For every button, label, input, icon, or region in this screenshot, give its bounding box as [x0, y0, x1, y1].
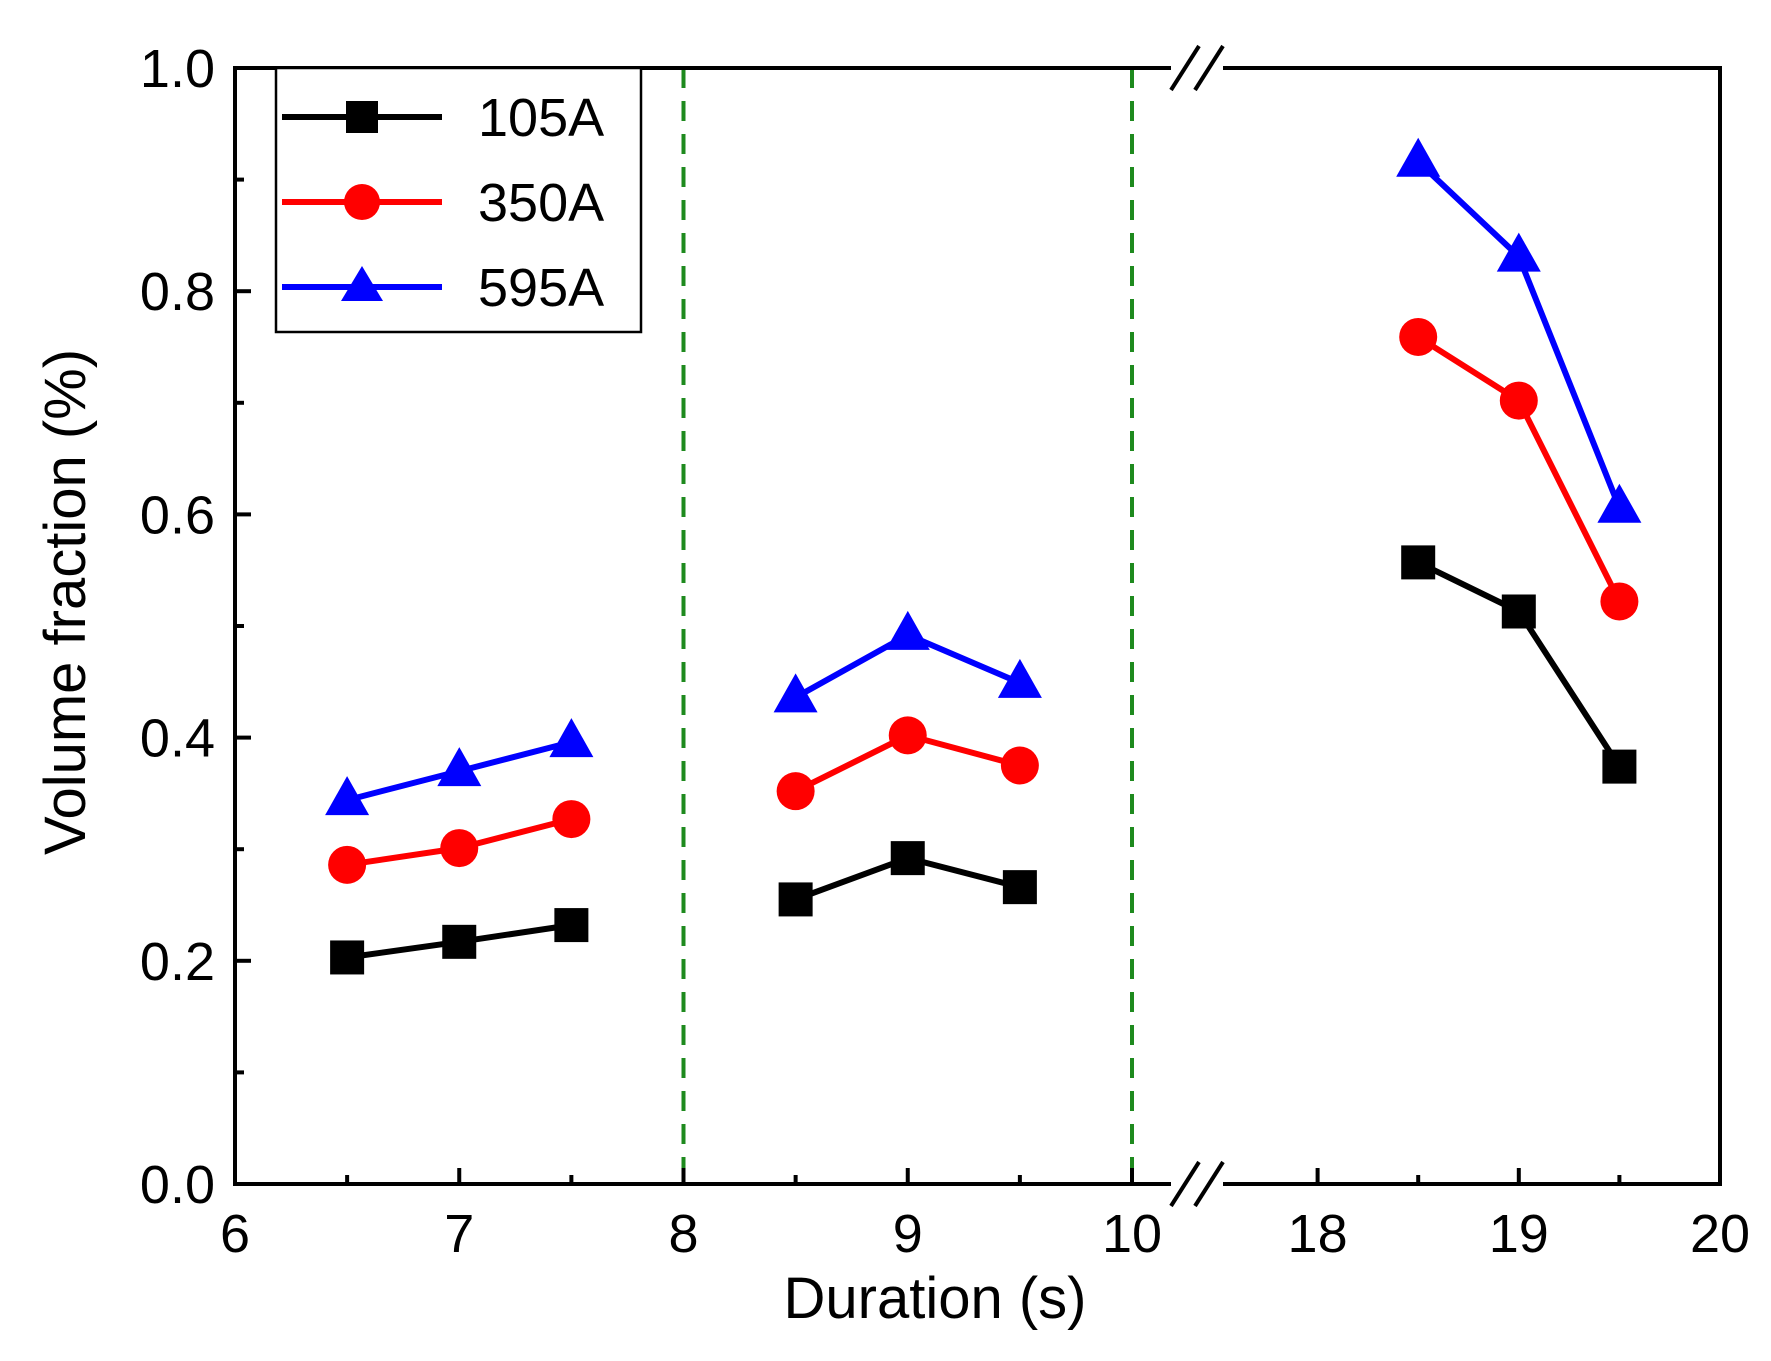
y-axis-title: Volume fraction (%)	[33, 349, 98, 855]
legend-marker-350A	[344, 184, 380, 220]
axis-break-mark-0-1	[1193, 44, 1225, 92]
y-tick-label-0.4: 0.4	[140, 709, 215, 769]
legend-marker-595A	[341, 266, 383, 301]
axis-break-mark-1-0	[1169, 1160, 1201, 1208]
y-tick-label-0.0: 0.0	[140, 1155, 215, 1215]
axis-break-mark-0-0	[1169, 44, 1201, 92]
series-line-105A-2	[1416, 559, 1622, 769]
point-105A-19	[1501, 594, 1536, 629]
x-tick-label-9: 9	[893, 1204, 923, 1264]
legend-entry-105A: 105A	[282, 88, 604, 148]
series-line-350A-2	[1416, 334, 1623, 603]
point-105A-7.5	[554, 908, 589, 943]
point-595A-19.5	[1597, 483, 1642, 523]
point-350A-8.5	[776, 772, 815, 811]
x-tick-label-18: 18	[1288, 1204, 1348, 1264]
series-line-595A-2	[1416, 159, 1623, 509]
legend-entry-350A: 350A	[282, 173, 604, 233]
series-350A	[328, 317, 1639, 884]
point-595A-9	[885, 610, 930, 650]
point-350A-6.5	[328, 845, 367, 884]
point-595A-19	[1496, 232, 1541, 272]
y-tick-label-0.8: 0.8	[140, 262, 215, 322]
point-595A-8.5	[773, 673, 818, 713]
legend-label-105A: 105A	[478, 88, 604, 148]
y-tick-label-0.2: 0.2	[140, 932, 215, 992]
series-595A	[325, 137, 1642, 816]
x-tick-label-10: 10	[1102, 1204, 1162, 1264]
axis-break	[1169, 44, 1225, 1208]
y-tick-label-0.6: 0.6	[140, 485, 215, 545]
x-tick-label-7: 7	[444, 1204, 474, 1264]
point-595A-7	[437, 747, 482, 787]
point-105A-8.5	[778, 882, 813, 917]
point-105A-19.5	[1602, 749, 1637, 784]
series-105A	[330, 545, 1637, 975]
point-105A-6.5	[330, 940, 365, 975]
point-350A-7	[440, 829, 479, 868]
x-axis-title: Duration (s)	[784, 1266, 1087, 1331]
x-tick-label-8: 8	[668, 1204, 698, 1264]
point-350A-18.5	[1399, 317, 1438, 356]
reference-lines	[681, 68, 1134, 1184]
legend-marker-105A	[346, 101, 378, 133]
point-105A-18.5	[1401, 545, 1436, 580]
y-tick-label-1.0: 1.0	[140, 39, 215, 99]
legend-entry-595A: 595A	[282, 258, 604, 318]
point-105A-7	[442, 924, 477, 959]
point-105A-9	[890, 841, 925, 876]
point-350A-19	[1499, 381, 1538, 420]
x-tick-label-6: 6	[220, 1204, 250, 1264]
legend-label-595A: 595A	[478, 258, 604, 318]
point-105A-9.5	[1002, 870, 1037, 905]
point-350A-7.5	[552, 800, 591, 839]
x-tick-label-20: 20	[1690, 1204, 1750, 1264]
point-595A-7.5	[549, 718, 594, 758]
axis-ticks: 0.0 0.2 0.4 0.6 0.8 1.0 6 7 8 9 10 18 19 20	[140, 39, 1750, 1264]
point-595A-9.5	[997, 658, 1042, 698]
point-350A-19.5	[1600, 582, 1639, 621]
legend: 105A 350A 595A	[274, 66, 643, 334]
point-595A-6.5	[325, 776, 370, 816]
x-tick-label-19: 19	[1489, 1204, 1549, 1264]
axis-break-mark-1-1	[1193, 1160, 1225, 1208]
point-350A-9.5	[1000, 746, 1039, 785]
point-595A-18.5	[1396, 137, 1441, 177]
point-350A-9	[888, 716, 927, 755]
legend-label-350A: 350A	[478, 173, 604, 233]
series-layer	[325, 137, 1642, 975]
